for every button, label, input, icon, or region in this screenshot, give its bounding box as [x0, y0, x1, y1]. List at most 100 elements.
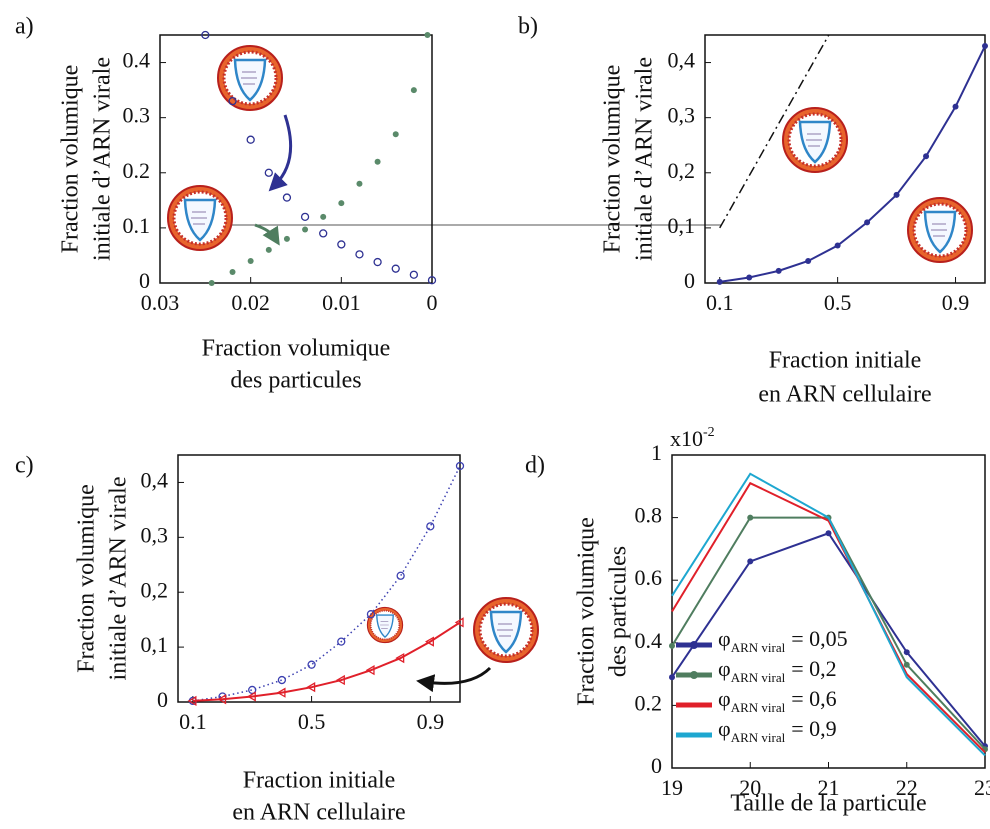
- point: [952, 103, 959, 110]
- y-axis-label: Fraction volumique: [74, 484, 100, 673]
- y-tick-label: 0.3: [123, 103, 151, 128]
- point: [395, 652, 405, 664]
- point: [374, 158, 381, 165]
- point: [306, 682, 316, 693]
- point: [228, 96, 237, 106]
- y-tick-label: 0,4: [668, 48, 696, 73]
- point: [425, 636, 434, 647]
- x-tick-label: 19: [661, 775, 683, 800]
- x-axis-label: Taille de la particule: [730, 791, 926, 817]
- point: [982, 43, 988, 50]
- point: [335, 674, 345, 686]
- point: [391, 264, 400, 273]
- legend-marker: [690, 641, 698, 649]
- y-tick-label: 0: [157, 687, 168, 712]
- y-tick-label: 0.8: [635, 503, 663, 528]
- y-axis-label: Fraction volumique: [600, 65, 626, 254]
- y-tick-label: 0,3: [141, 522, 169, 547]
- legend-symbol: φ: [718, 626, 731, 651]
- series-line: [719, 45, 986, 283]
- point: [302, 226, 309, 233]
- point: [669, 674, 675, 681]
- point: [716, 278, 723, 285]
- legend-subscript: ARN viral: [731, 640, 786, 655]
- point: [455, 461, 465, 471]
- series-line: [192, 465, 461, 702]
- point: [747, 514, 754, 521]
- cell-illustration: [781, 106, 849, 174]
- x-axis-label: Fraction initiale: [243, 768, 396, 794]
- legend-subscript: ARN viral: [731, 700, 786, 715]
- y-tick-label: 0: [139, 268, 150, 293]
- y-tick-label: 0.2: [123, 158, 151, 183]
- y-tick-label: 0.4: [123, 48, 151, 73]
- legend-label: φARN viral = 0,05: [718, 626, 848, 655]
- point: [320, 213, 327, 220]
- legend-label: φARN viral = 0,6: [718, 686, 837, 715]
- x-tick-label: 0.02: [231, 290, 270, 315]
- y-tick-label: 0.1: [123, 213, 151, 238]
- point: [424, 32, 431, 38]
- point: [903, 649, 910, 656]
- point: [277, 675, 287, 685]
- point: [276, 687, 286, 698]
- cell-illustration: [166, 184, 234, 252]
- y-axis-label: initiale d’ARN virale: [632, 57, 658, 261]
- plot-frame: [159, 34, 433, 284]
- point: [427, 276, 437, 285]
- point: [283, 235, 290, 242]
- y-tick-label: 0.2: [635, 690, 663, 715]
- arrow: [268, 114, 293, 192]
- arrow: [254, 223, 280, 246]
- point: [923, 153, 930, 160]
- plot-frame: [704, 34, 986, 284]
- y-tick-label: 0,2: [141, 577, 169, 602]
- y-tick-label: 0,3: [668, 103, 696, 128]
- point: [319, 229, 328, 238]
- point: [825, 530, 832, 537]
- point: [864, 219, 871, 226]
- point: [265, 246, 272, 253]
- legend-entry: = 0,6: [791, 686, 836, 711]
- legend-symbol: φ: [718, 686, 731, 711]
- point: [410, 87, 417, 94]
- point: [247, 257, 254, 264]
- y-tick-label: 0: [684, 268, 695, 293]
- plot-frame: [177, 454, 461, 703]
- point: [356, 180, 363, 187]
- point: [805, 257, 812, 264]
- point: [426, 522, 435, 531]
- point: [409, 270, 419, 279]
- y-axis-label: des particules: [606, 546, 632, 677]
- x-axis-label: Fraction initiale: [769, 348, 922, 374]
- point: [775, 267, 782, 274]
- legend-entry: = 0,05: [791, 626, 847, 651]
- legend-entry: = 0,9: [791, 716, 836, 741]
- y-tick-label: 0,2: [668, 158, 696, 183]
- point: [246, 691, 256, 702]
- y-tick-label: 0,1: [141, 632, 169, 657]
- point: [355, 250, 364, 259]
- x-tick-label: 23: [974, 775, 990, 800]
- y-multiplier: x10-2: [670, 425, 715, 451]
- x-tick-label: 0.03: [141, 290, 180, 315]
- x-tick-label: 0.1: [179, 709, 207, 734]
- legend-entry: = 0,2: [791, 656, 836, 681]
- point: [392, 131, 399, 138]
- legend-label: φARN viral = 0,9: [718, 716, 837, 745]
- point: [903, 661, 910, 668]
- point: [396, 571, 405, 580]
- cell-illustration: [472, 596, 540, 664]
- series-line: [192, 621, 461, 702]
- y-tick-label: 0.6: [635, 565, 663, 590]
- arrow: [416, 666, 492, 693]
- x-axis-label: des particules: [230, 368, 361, 394]
- point: [746, 274, 753, 281]
- x-tick-label: 0.01: [322, 290, 361, 315]
- x-axis-label: en ARN cellulaire: [232, 800, 405, 826]
- y-tick-label: 0.4: [635, 628, 663, 653]
- y-axis-label: Fraction volumique: [58, 65, 84, 254]
- cell-illustration: [366, 606, 404, 644]
- x-tick-label: 0.5: [298, 709, 326, 734]
